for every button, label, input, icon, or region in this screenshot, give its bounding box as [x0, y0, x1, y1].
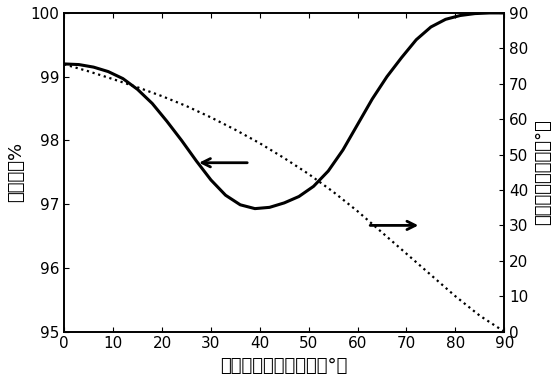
- X-axis label: 外加磁场旋转角度／（°）: 外加磁场旋转角度／（°）: [221, 357, 348, 375]
- Y-axis label: 透射率／%: 透射率／%: [7, 142, 25, 202]
- Y-axis label: 法拉第旋转角／（°）: 法拉第旋转角／（°）: [534, 119, 552, 225]
